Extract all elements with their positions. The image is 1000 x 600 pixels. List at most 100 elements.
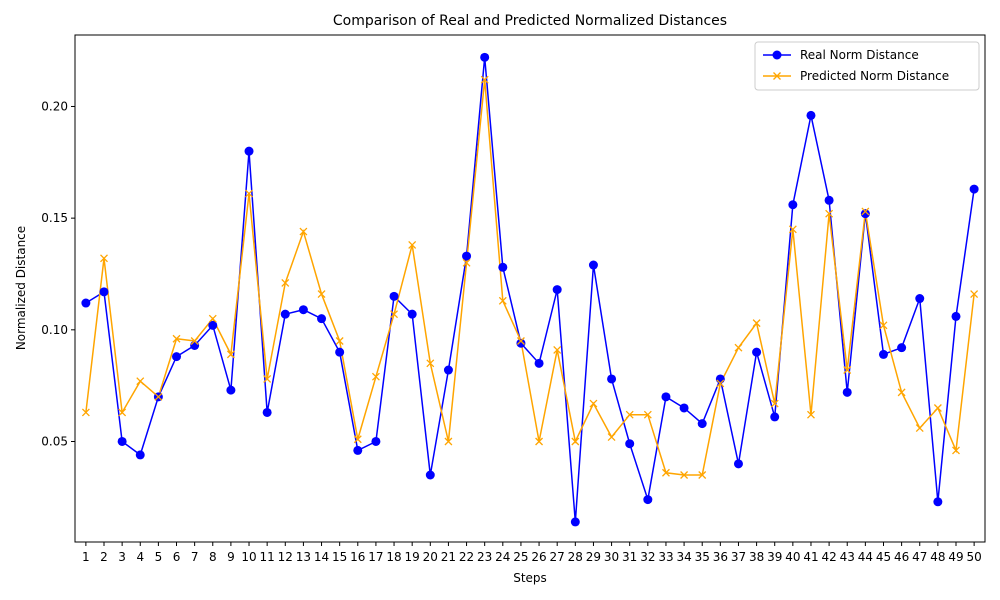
series-2-point [879,321,888,330]
x-tick-label: 4 [136,550,144,564]
series-2-point [625,410,634,419]
series-1-point [588,260,598,270]
series-1-point [806,110,816,120]
x-tick-label: 20 [423,550,438,564]
series-2-point [807,410,815,419]
series-1-point [552,285,562,295]
series-1-point [407,309,417,319]
series-1-point [353,445,363,455]
x-tick-label: 49 [948,550,963,564]
series-2-point [535,437,544,446]
legend-item-1: Real Norm Distance [763,48,919,62]
series-1-point [480,52,490,62]
series-2-point [661,468,670,477]
legend-item-2: Predicted Norm Distance [763,69,949,83]
series-1-point [262,407,272,417]
series-1-point [516,338,526,348]
series-2-point [698,471,707,479]
series-1-point [81,298,91,308]
x-tick-label: 37 [731,550,746,564]
series-1-point [226,385,236,395]
x-tick-label: 34 [676,550,691,564]
series-2-point [408,240,417,249]
series-2-point [752,319,761,328]
series-2-point [861,207,870,216]
series-1-point [697,419,707,429]
series-1-point [715,374,725,384]
series-2-point [190,337,199,345]
series-2-point [426,359,435,368]
x-tick-label: 3 [118,550,126,564]
x-tick-label: 43 [840,550,855,564]
series-1-point [679,403,689,413]
x-tick-label: 23 [477,550,492,564]
legend-label: Real Norm Distance [800,48,919,62]
series-2-point [553,345,562,354]
series-2-point [281,278,290,287]
x-tick-label: 18 [386,550,401,564]
plot-area [81,52,979,527]
x-tick-label: 50 [966,550,981,564]
x-tick-label: 25 [513,550,528,564]
series-2-point [226,350,235,359]
series-1-point [951,311,961,321]
series-2-point [589,399,598,408]
series-1-point [498,262,508,272]
plot-frame [74,34,986,543]
x-tick-label: 9 [227,550,235,564]
y-tick-label: 0.15 [41,211,68,225]
series-2-point [643,410,652,419]
x-tick-label: 48 [930,550,945,564]
series-1-point [842,387,852,397]
x-tick-label: 1 [82,550,90,564]
series-2-point [245,189,253,198]
series-2-point [136,377,145,386]
x-tick-label: 44 [858,550,873,564]
x-tick-label: 8 [209,550,217,564]
x-tick-label: 22 [459,550,474,564]
legend: Real Norm Distance Predicted Norm Distanc… [754,41,980,91]
series-2-point [100,254,108,263]
x-tick-label: 42 [821,550,836,564]
series-2-point [118,408,127,417]
x-tick-label: 12 [278,550,293,564]
series-2-point [788,225,797,234]
series-2-point [480,75,489,84]
series-2-point [462,258,471,267]
series-2-point [680,471,689,479]
x-tick-label: 7 [191,550,199,564]
x-tick-label: 33 [658,550,673,564]
series-2-point [607,433,616,441]
series-2-point [317,290,326,299]
x-tick-label: 45 [876,550,891,564]
x-tick-label: 47 [912,550,927,564]
y-tick-label: 0.05 [41,434,68,448]
x-tick-label: 29 [586,550,601,564]
series-2-point [154,392,163,401]
x-axis-label: Steps [513,571,547,585]
series-1-point [462,251,472,261]
x-tick-label: 14 [314,550,329,564]
series-1-point [733,459,743,469]
series-1-point [135,450,145,460]
y-tick-label: 0.10 [41,323,68,337]
series-2-point [299,227,308,236]
series-2-point [825,209,834,218]
series-2-point [444,437,453,446]
series-1-point [770,412,780,422]
series-1-point [878,349,888,359]
x-tick-label: 17 [368,550,383,564]
series-1-point [860,209,870,219]
series-2-point [915,424,924,433]
series-1-point [117,436,127,446]
series-1-point [208,320,218,330]
series-1-point [172,352,182,362]
x-tick-label: 6 [173,550,181,564]
x-tick-label: 40 [785,550,800,564]
series-1-point [280,309,290,319]
x-tick-label: 15 [332,550,347,564]
series-2-point [770,399,779,408]
series-2-point [933,404,942,412]
x-tick-label: 30 [604,550,619,564]
